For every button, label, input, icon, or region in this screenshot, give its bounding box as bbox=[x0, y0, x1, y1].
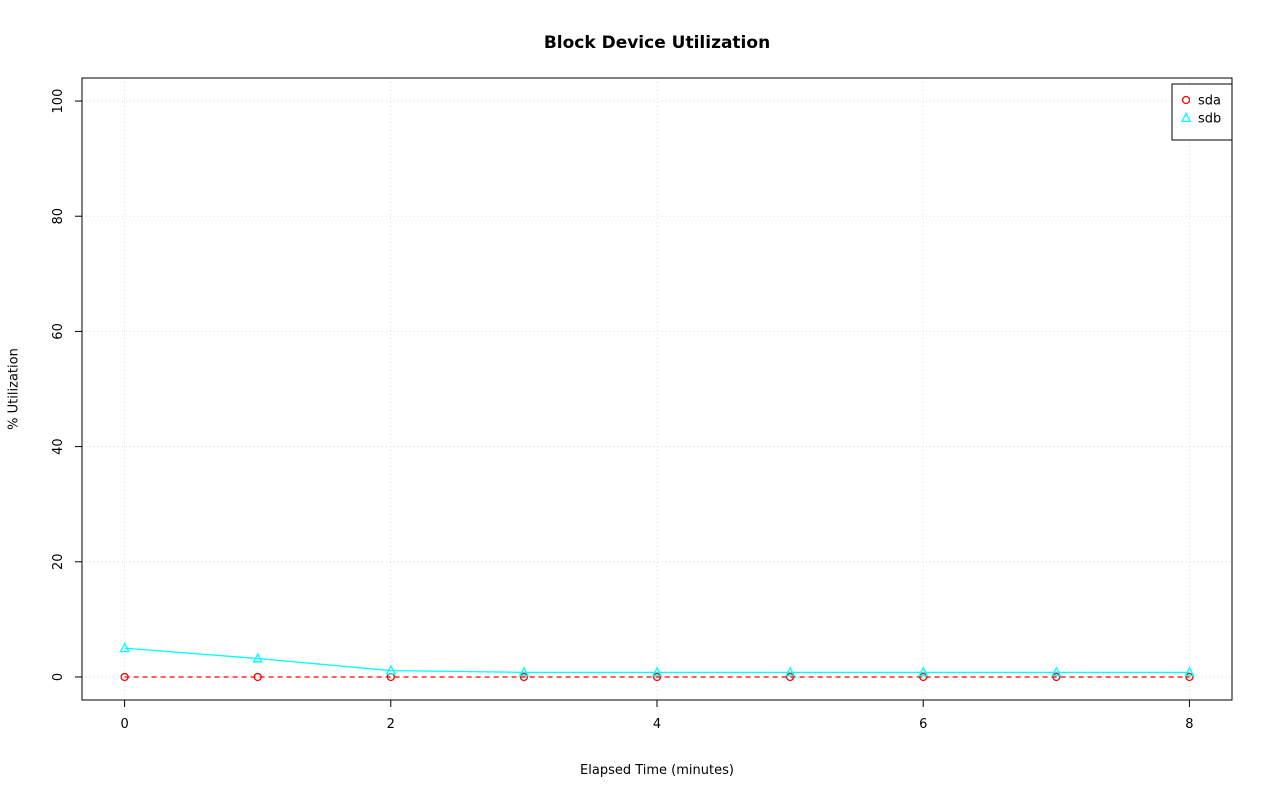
legend-box bbox=[1171, 83, 1233, 141]
legend-label-sdb: sdb bbox=[1198, 112, 1221, 127]
x-tick-label: 2 bbox=[387, 717, 395, 732]
series-line-sdb bbox=[124, 647, 1190, 674]
marker-sda bbox=[120, 672, 129, 682]
marker-sda bbox=[785, 672, 795, 682]
legend-marker-sda bbox=[1181, 95, 1191, 105]
y-tick-label: 60 bbox=[51, 323, 66, 340]
marker-sda bbox=[1185, 672, 1194, 682]
marker-sdb bbox=[518, 666, 530, 677]
marker-sdb bbox=[252, 652, 263, 663]
marker-sda bbox=[1052, 672, 1061, 682]
marker-sdb bbox=[651, 666, 663, 677]
x-tick-label: 0 bbox=[120, 717, 128, 732]
marker-sda bbox=[919, 672, 928, 682]
marker-sda bbox=[519, 672, 529, 682]
y-tick-label: 40 bbox=[51, 438, 66, 455]
x-axis-label: Elapsed Time (minutes) bbox=[580, 763, 734, 778]
chart-title: Block Device Utilization bbox=[543, 33, 771, 53]
x-tick-label: 4 bbox=[653, 717, 661, 732]
marker-sdb bbox=[1184, 666, 1195, 677]
x-tick-label: 6 bbox=[919, 717, 927, 732]
y-tick-label: 100 bbox=[51, 89, 66, 114]
marker-sda bbox=[253, 672, 262, 682]
marker-sdb bbox=[119, 642, 130, 653]
y-tick-label: 20 bbox=[51, 554, 66, 571]
x-tick-label: 8 bbox=[1185, 717, 1193, 732]
legend-marker-sdb bbox=[1180, 111, 1192, 123]
marker-sdb bbox=[385, 664, 396, 675]
y-tick-label: 80 bbox=[51, 208, 66, 225]
marker-sdb bbox=[918, 666, 929, 677]
marker-sdb bbox=[784, 666, 796, 677]
marker-sda bbox=[652, 672, 662, 682]
y-tick-label: 0 bbox=[51, 673, 66, 681]
marker-sdb bbox=[1051, 666, 1062, 677]
legend-label-sda: sda bbox=[1198, 94, 1221, 109]
